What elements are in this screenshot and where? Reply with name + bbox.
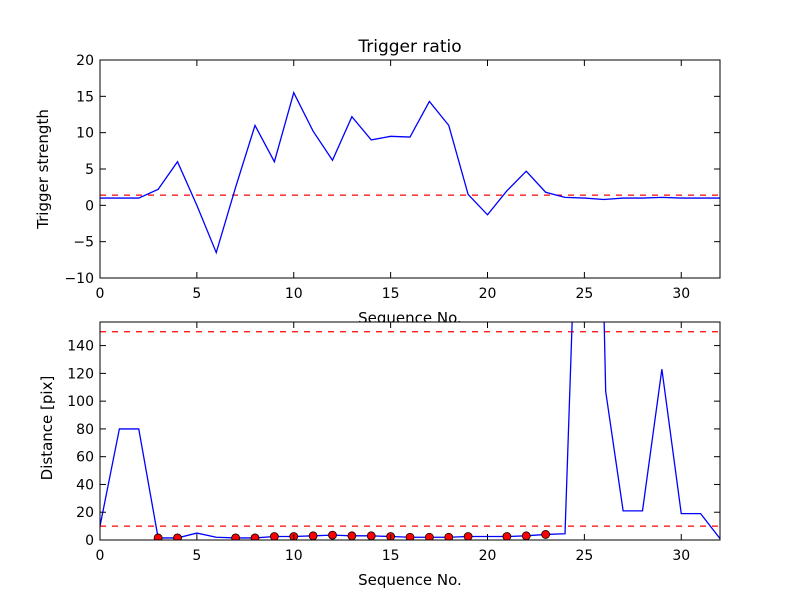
data-point-marker	[153, 533, 163, 540]
x-tick-label: 30	[672, 286, 690, 302]
plot-area	[100, 322, 720, 540]
data-point-marker	[444, 532, 454, 540]
series-line	[100, 90, 720, 255]
data-point-marker	[173, 533, 182, 540]
y-axis-label: Trigger strength	[34, 109, 52, 230]
x-tick-label: 25	[575, 548, 593, 564]
x-tick-label: 30	[672, 548, 690, 564]
y-tick-label: 0	[85, 533, 94, 549]
y-tick-label: 80	[76, 422, 94, 438]
data-point-marker	[502, 532, 512, 540]
y-tick-label: 100	[67, 394, 94, 410]
y-tick-label: 40	[76, 477, 94, 493]
y-tick-label: 5	[85, 162, 94, 178]
y-tick-label: 140	[67, 339, 94, 355]
y-tick-label: −5	[73, 235, 94, 251]
plot-frame	[99, 321, 721, 541]
x-tick-label: 0	[96, 286, 105, 302]
x-tick-label: 5	[192, 286, 201, 302]
chart-title: Trigger ratio	[357, 37, 461, 57]
data-point-marker	[269, 532, 279, 540]
y-tick-label: 20	[76, 53, 94, 69]
y-tick-label: −10	[64, 271, 94, 287]
data-point-marker	[231, 533, 241, 540]
x-tick-label: 25	[575, 286, 593, 302]
x-tick-label: 10	[285, 548, 303, 564]
data-point-marker	[521, 531, 531, 540]
data-point-marker	[463, 532, 473, 540]
x-tick-label: 10	[285, 286, 303, 302]
data-point-marker	[250, 533, 260, 540]
x-axis-label: Sequence No.	[358, 571, 462, 589]
data-point-marker	[366, 531, 376, 540]
y-tick-label: 20	[76, 505, 94, 521]
data-point-marker	[308, 531, 318, 540]
y-tick-label: 60	[76, 450, 94, 466]
data-point-marker	[405, 532, 415, 540]
x-tick-label: 15	[382, 286, 400, 302]
data-point-marker	[347, 531, 357, 540]
x-tick-label: 5	[192, 548, 201, 564]
plot-area	[100, 60, 720, 278]
distance-panel: 0 5 10 15 20 25 30 0 20 40 60 80 100 120 140 Sequence…	[38, 321, 721, 589]
y-tick-label: 120	[67, 366, 94, 382]
x-tick-label: 0	[96, 548, 105, 564]
trigger-strength-panel: Trigger ratio 0 5 10 15 20 25 30 −10 −5 0 5 10 15 20…	[34, 37, 721, 327]
x-tick-label: 20	[479, 548, 497, 564]
y-tick-label: 0	[85, 198, 94, 214]
x-tick-label: 15	[382, 548, 400, 564]
data-point-marker	[541, 530, 551, 539]
y-axis-label: Distance [pix]	[38, 376, 56, 481]
y-tick-label: 15	[76, 89, 94, 105]
y-tick-label: 10	[76, 126, 94, 142]
x-tick-label: 20	[479, 286, 497, 302]
data-point-marker	[328, 530, 337, 540]
data-point-marker	[424, 532, 434, 540]
